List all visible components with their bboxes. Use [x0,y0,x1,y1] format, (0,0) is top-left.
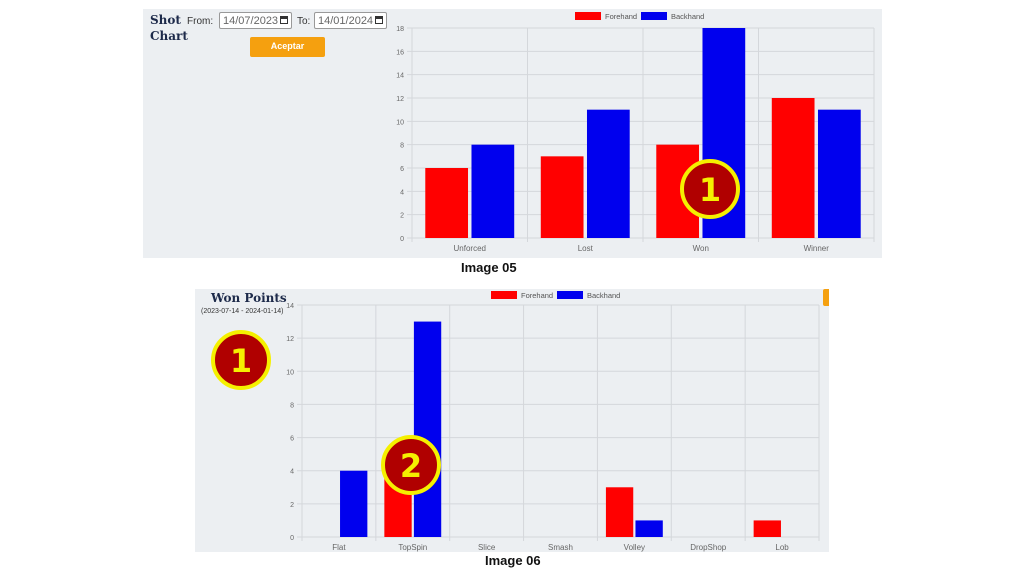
marker-badge-won-label: 1 [699,171,721,209]
x-tick-label: Lob [775,543,789,552]
legend-swatch-forehand[interactable] [575,12,601,20]
y-tick-label: 12 [396,96,404,103]
shot-chart-title: Shot Chart [150,12,188,44]
caption-image-06: Image 06 [485,553,541,568]
x-tick-label: Volley [624,543,645,552]
from-date-input[interactable]: 14/07/2023 [219,12,292,29]
y-tick-label: 4 [400,189,404,196]
y-tick-label: 0 [290,535,294,542]
x-tick-label: Lost [578,244,594,253]
bar-forehand-unforced[interactable] [425,168,469,238]
y-tick-label: 6 [400,166,404,173]
won-points-chart: 0 2 4 6 8 10 12 14 Flat TopSpin Slice Smash Volley Dr… [286,291,820,552]
y-tick-label: 16 [396,49,404,56]
to-date-input[interactable]: 14/01/2024 [314,12,387,29]
shot-chart-panel: Shot Chart From: 14/07/2023 To: 14/01/20… [143,9,882,258]
title-line-1: Shot [150,13,181,27]
calendar-icon[interactable] [375,16,383,24]
bar-forehand-topspin[interactable] [384,470,412,537]
bar-backhand-volley[interactable] [635,520,663,537]
legend-label-backhand: Backhand [671,12,704,21]
y-tick-label: 14 [286,303,294,310]
bar-forehand-volley[interactable] [605,487,634,537]
y-tick-label: 2 [290,502,294,509]
y-tick-label: 10 [396,119,404,126]
title-line-2: Chart [150,29,188,43]
y-tick-label: 8 [290,402,294,409]
y-tick-label: 12 [286,336,294,343]
y-tick-label: 0 [400,236,404,243]
date-range-subtitle: (2023-07-14 - 2024-01-14) [201,308,284,315]
marker-badge-won: 1 [680,159,740,219]
bar-backhand-unforced[interactable] [471,144,515,238]
x-tick-label: Winner [804,244,830,253]
shot-chart: 0 2 4 6 8 10 12 14 16 18 Unforced Lost Won Winner Fore… [396,12,875,253]
y-tick-label: 10 [286,369,294,376]
bar-forehand-winner[interactable] [771,98,815,238]
to-label: To: [297,16,311,27]
x-tick-label: Slice [478,543,496,552]
chart-legend: Forehand Backhand [491,291,620,300]
from-date-value: 14/07/2023 [223,15,279,27]
x-tick-label: Smash [548,543,573,552]
legend-swatch-forehand[interactable] [491,291,517,299]
x-tick-label: Flat [332,543,346,552]
legend-label-forehand: Forehand [521,291,553,300]
bar-forehand-lost[interactable] [540,156,584,238]
bar-forehand-lob[interactable] [753,520,781,537]
legend-swatch-backhand[interactable] [557,291,583,299]
legend-swatch-backhand[interactable] [641,12,667,20]
calendar-icon[interactable] [280,16,288,24]
from-label: From: [187,16,214,27]
accept-button[interactable]: Aceptar [250,37,325,57]
bar-backhand-lost[interactable] [586,109,630,239]
y-tick-label: 6 [290,436,294,443]
scroll-tab[interactable] [823,289,829,306]
x-tick-label: Unforced [454,244,486,253]
bar-backhand-flat[interactable] [340,470,368,537]
legend-label-backhand: Backhand [587,291,620,300]
chart-legend: Forehand Backhand [575,12,704,21]
y-tick-label: 2 [400,213,404,220]
y-tick-label: 18 [396,26,404,33]
x-tick-label: Won [693,244,709,253]
won-points-title: Won Points [211,291,287,305]
x-tick-label: DropShop [690,543,727,552]
y-tick-label: 4 [290,469,294,476]
to-date-value: 14/01/2024 [318,15,374,27]
won-points-panel: Won Points (2023-07-14 - 2024-01-14) 0 2 4… [195,289,829,552]
caption-image-05: Image 05 [461,260,517,275]
x-tick-label: TopSpin [398,543,427,552]
legend-label-forehand: Forehand [605,12,637,21]
bar-backhand-winner[interactable] [817,109,861,239]
y-tick-label: 8 [400,143,404,150]
y-tick-label: 14 [396,73,404,80]
bar-backhand-topspin[interactable] [413,321,442,537]
